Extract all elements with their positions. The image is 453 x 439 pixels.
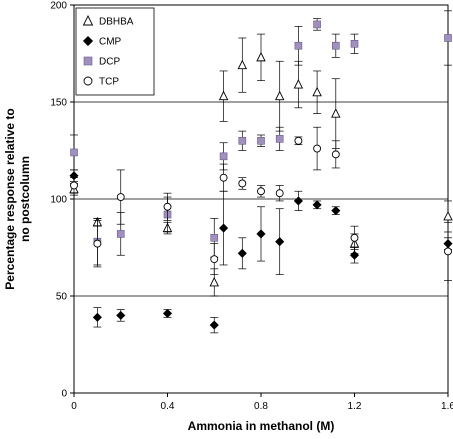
data-point	[293, 79, 304, 89]
y-tick-label: 100	[50, 195, 67, 206]
data-point	[116, 310, 126, 321]
data-point	[443, 210, 453, 221]
data-point	[257, 187, 265, 196]
data-point	[238, 137, 247, 145]
series-layer	[69, 10, 453, 334]
legend-label: CMP	[99, 37, 122, 48]
legend-marker	[82, 35, 94, 47]
data-point	[331, 150, 340, 159]
x-tick-label: 0	[71, 401, 77, 412]
y-axis-ticks: 0 50 100 150 200	[50, 1, 74, 400]
data-point	[256, 229, 266, 239]
data-point	[238, 179, 247, 188]
y-axis-title-line: no postcolumn	[18, 156, 32, 242]
series-dcp	[70, 10, 452, 266]
legend-item-cmp: CMP	[82, 35, 122, 48]
data-point	[350, 39, 359, 48]
x-axis-ticks: 0 0.4 0.8 1.2 1.6	[71, 393, 453, 412]
data-point	[209, 320, 219, 330]
data-point	[349, 250, 360, 260]
data-point	[313, 20, 321, 29]
data-point	[93, 239, 102, 248]
y-axis-title-line: Percentage response relative to	[3, 108, 17, 289]
data-point	[116, 230, 125, 238]
data-point	[209, 276, 219, 287]
data-point	[331, 41, 340, 50]
data-point	[116, 193, 125, 202]
data-point	[444, 247, 452, 256]
data-point	[293, 196, 304, 206]
gridlines	[74, 101, 448, 297]
data-point	[70, 181, 78, 190]
x-tick-label: 0.4	[161, 401, 175, 412]
data-point	[312, 86, 322, 97]
data-point	[219, 173, 228, 182]
data-point	[331, 205, 341, 216]
legend-marker	[83, 56, 93, 66]
legend-label: TCP	[99, 77, 119, 88]
data-point	[210, 255, 219, 264]
legend-item-dcp: DCP	[83, 56, 120, 68]
data-point	[294, 136, 303, 145]
data-point	[162, 308, 173, 319]
y-tick-label: 150	[50, 98, 67, 109]
y-tick-label: 50	[56, 292, 68, 303]
data-point	[444, 34, 452, 42]
data-point	[312, 200, 322, 210]
data-point	[274, 90, 285, 101]
data-point	[210, 234, 219, 242]
x-tick-label: 1.2	[348, 401, 362, 412]
data-point	[350, 233, 359, 242]
data-point	[294, 41, 303, 50]
data-point	[70, 148, 78, 157]
legend-item-dbhba: DBHBA	[82, 14, 134, 28]
data-point	[275, 189, 284, 198]
legend-marker	[83, 76, 93, 86]
legend-item-tcp: TCP	[83, 76, 119, 88]
data-point	[237, 59, 248, 70]
data-point	[237, 248, 247, 258]
x-tick-label: 1.6	[441, 401, 453, 412]
data-point	[218, 90, 229, 101]
series-tcp	[70, 126, 452, 281]
data-point	[92, 312, 103, 322]
legend-marker	[82, 14, 94, 26]
data-point	[257, 137, 265, 145]
legend: DBHBA CMP DCP TCP	[75, 7, 155, 96]
y-tick-label: 0	[61, 389, 67, 400]
data-point	[219, 152, 228, 161]
x-tick-label: 0.8	[254, 401, 268, 412]
y-tick-label: 200	[50, 1, 67, 12]
data-point	[218, 223, 229, 233]
data-point	[256, 51, 266, 62]
x-axis-title: Ammonia in methanol (M)	[188, 419, 335, 433]
data-point	[275, 135, 284, 143]
data-point	[313, 144, 322, 153]
y-axis-title: Percentage response relative tono postco…	[3, 108, 32, 289]
data-point	[163, 202, 172, 211]
legend-label: DCP	[99, 57, 120, 68]
series-cmp	[69, 169, 453, 334]
data-point	[331, 108, 341, 118]
legend-label: DBHBA	[99, 17, 134, 28]
data-point	[275, 237, 285, 247]
